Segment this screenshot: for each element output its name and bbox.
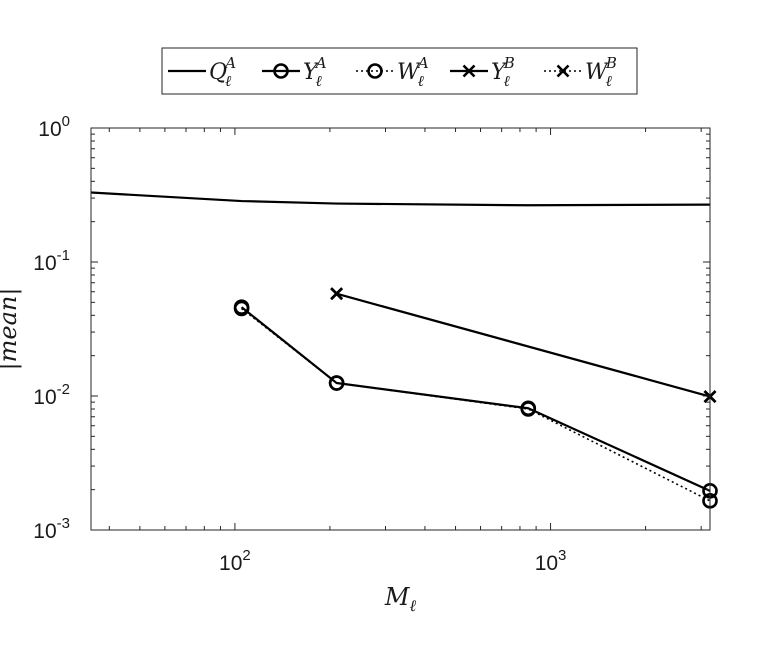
series-line [336,292,711,398]
y-tick-label: 10-2 [33,381,70,409]
circle-marker [233,300,250,317]
series-line [241,307,711,502]
legend-label: WℓA [397,54,429,90]
y-axis-label: |mean| [0,288,23,371]
y-tick-label: 10-1 [33,247,70,275]
y-tick-label: 100 [38,113,70,141]
series-line [90,191,711,207]
x-marker [462,64,476,78]
series-3 [330,287,717,404]
legend-box [161,47,638,95]
legend-label: YℓB [491,54,515,90]
circle-marker [367,63,383,79]
x-axis-label: Mℓ [384,583,417,615]
series-line [240,306,711,492]
circle-marker [328,375,345,391]
series-1 [233,299,718,499]
series-0 [90,191,711,207]
legend-entry-0: QℓA [168,54,236,90]
x-marker [330,287,344,301]
axes: 102 103 100 10-1 10-2 10-3 [33,113,711,575]
legend-entry-3: YℓB [450,54,515,90]
x-tick-label: 102 [219,547,251,575]
legend-entry-1: YℓA [262,54,327,90]
plot-area [90,191,718,509]
legend-entry-2: WℓA [356,54,429,90]
circle-marker [520,401,537,417]
axes-box [90,127,711,531]
y-tick-label: 10-3 [33,515,70,543]
legend-label: QℓA [209,54,236,90]
legend-label: WℓB [585,54,617,90]
legend: QℓA YℓA WℓA YℓB WℓB [161,47,638,95]
legend-label: YℓA [303,54,327,90]
x-marker [556,64,570,78]
circle-marker [273,63,289,79]
legend-entry-4: WℓB [544,54,617,90]
x-tick-label: 103 [535,547,567,575]
